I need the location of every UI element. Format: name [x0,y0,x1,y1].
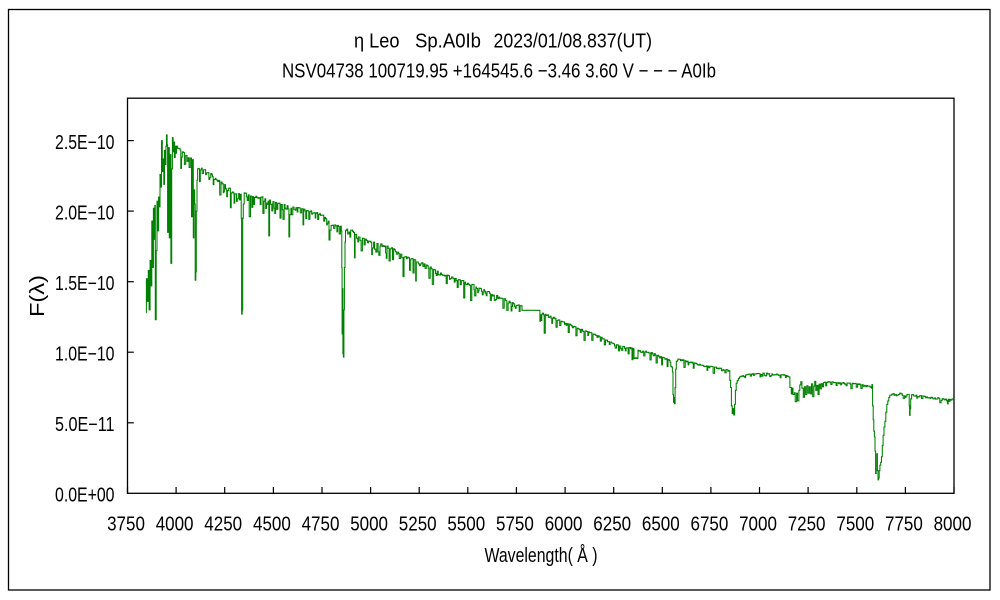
svg-text:6500: 6500 [642,514,680,536]
svg-text:6750: 6750 [691,514,729,536]
svg-text:0.0E+00: 0.0E+00 [55,485,115,507]
svg-text:7750: 7750 [885,514,923,536]
svg-text:2.5E−10: 2.5E−10 [55,132,115,154]
svg-text:5.0E−11: 5.0E−11 [55,414,115,436]
svg-text:1.5E−10: 1.5E−10 [55,273,115,295]
svg-text:6000: 6000 [545,514,583,536]
svg-text:6250: 6250 [593,514,631,536]
svg-text:Sp.A0Ib: Sp.A0Ib [415,31,481,53]
svg-text:8000: 8000 [934,514,972,536]
svg-text:7250: 7250 [788,514,826,536]
svg-text:7000: 7000 [739,514,777,536]
svg-text:7500: 7500 [836,514,874,536]
svg-text:4500: 4500 [253,514,291,536]
svg-text:Wavelength( Å ): Wavelength( Å ) [485,544,598,567]
svg-text:5500: 5500 [447,514,485,536]
svg-text:4000: 4000 [156,514,194,536]
svg-text:5750: 5750 [496,514,534,536]
svg-text:3750: 3750 [107,514,145,536]
svg-text:5000: 5000 [350,514,388,536]
svg-text:F(λ): F(λ) [27,275,49,317]
svg-text:4250: 4250 [204,514,242,536]
svg-text:η Leo: η Leo [354,31,400,53]
svg-text:1.0E−10: 1.0E−10 [55,344,115,366]
svg-text:NSV04738 100719.95 +164545.6 −: NSV04738 100719.95 +164545.6 −3.46 3.60 … [282,61,716,83]
svg-text:4750: 4750 [302,514,340,536]
svg-text:2.0E−10: 2.0E−10 [55,202,115,224]
svg-text:2023/01/08.837(UT): 2023/01/08.837(UT) [494,31,653,53]
svg-text:5250: 5250 [399,514,437,536]
